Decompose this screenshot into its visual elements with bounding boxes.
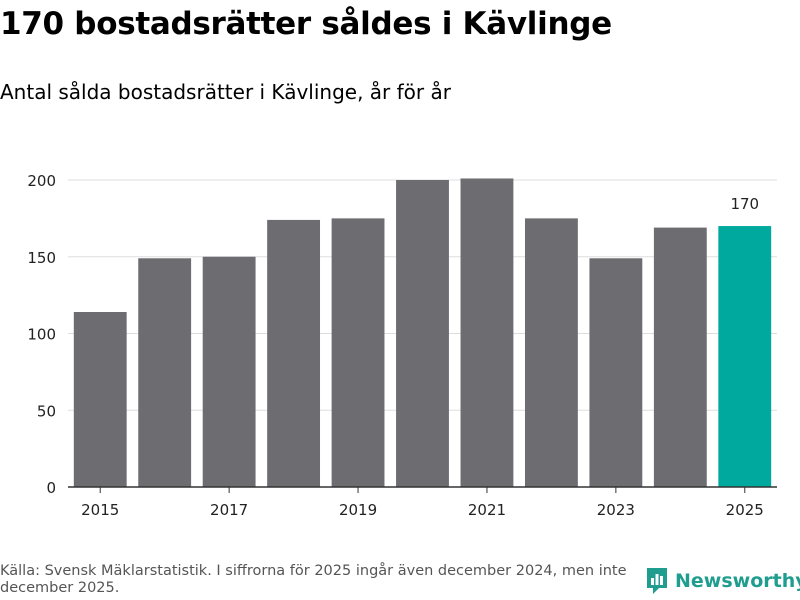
x-tick-label: 2025	[726, 501, 764, 519]
bar-2016	[138, 258, 192, 487]
data-label: 170	[730, 195, 759, 213]
brand-logo: Newsworthy	[645, 566, 800, 596]
bar-2024	[653, 227, 707, 487]
x-tick-label: 2017	[210, 501, 248, 519]
bar-2025	[718, 226, 772, 488]
y-tick-label: 150	[27, 249, 56, 267]
bar-2020	[396, 180, 449, 487]
bar-2015	[73, 312, 127, 487]
x-tick-label: 2021	[468, 501, 506, 519]
x-tick-label: 2019	[339, 501, 377, 519]
chart-subtitle: Antal sålda bostadsrätter i Kävlinge, år…	[0, 80, 451, 104]
chart-title: 170 bostadsrätter såldes i Kävlinge	[0, 6, 612, 42]
y-tick-label: 0	[46, 479, 56, 497]
bar-2019	[331, 218, 385, 487]
bar-2017	[202, 256, 256, 487]
bar-2023	[589, 258, 643, 487]
brand-name: Newsworthy	[675, 570, 800, 592]
x-tick-label: 2023	[597, 501, 635, 519]
source-note: Källa: Svensk Mäklarstatistik. I siffror…	[0, 563, 627, 596]
bar-2021	[460, 178, 514, 487]
bar-2022	[524, 218, 578, 487]
y-tick-label: 200	[27, 172, 56, 190]
newsworthy-logo-icon	[647, 568, 667, 594]
y-tick-label: 100	[27, 326, 56, 344]
y-tick-label: 50	[37, 402, 56, 420]
bar-chart: 0 50 100 150 200 2015 2017 2019 2021 2023 2025 170	[27, 172, 777, 519]
bar-2018	[267, 219, 321, 487]
x-tick-label: 2015	[81, 501, 119, 519]
